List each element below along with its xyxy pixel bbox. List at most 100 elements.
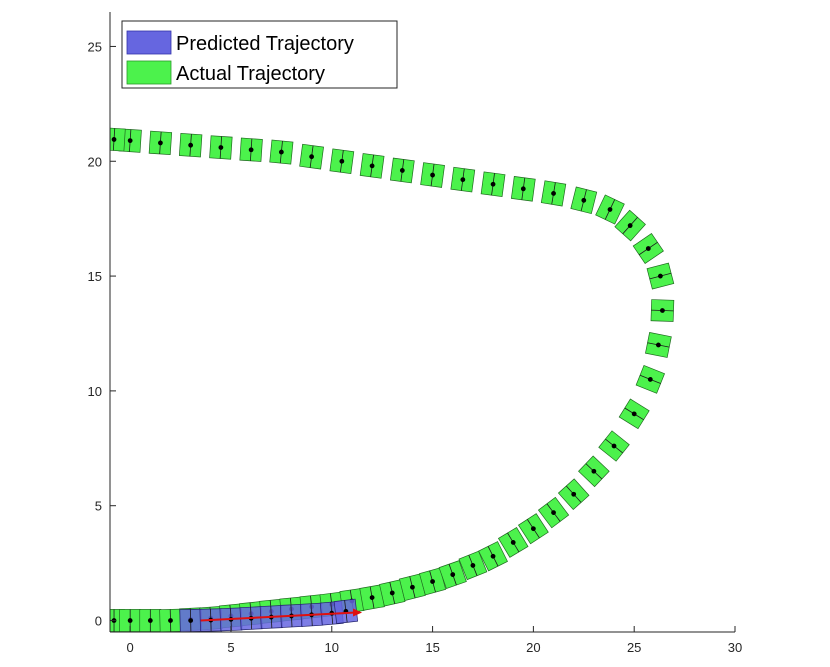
trajectory-tile [389, 157, 415, 184]
trajectory-tile [329, 148, 355, 175]
trajectory-tile [159, 608, 182, 632]
trajectory-tile [269, 139, 294, 165]
data-point [430, 172, 435, 178]
legend-label-predicted: Predicted Trajectory [176, 33, 354, 55]
trajectory-tile [359, 153, 385, 179]
trajectory-tile [632, 233, 664, 264]
data-point [490, 181, 496, 187]
trajectory-tile [209, 135, 233, 160]
trajectory-tile [450, 166, 476, 193]
legend-swatch-predicted [126, 30, 172, 55]
trajectory-tile [578, 455, 610, 488]
data-point [551, 510, 556, 515]
x-tick-label: 10 [325, 640, 339, 655]
legend: Predicted Trajectory Actual Trajectory [121, 20, 398, 89]
data-point [627, 223, 633, 228]
x-tick-label: 25 [627, 640, 641, 655]
trajectory-tile [517, 513, 549, 545]
trajectory-tile [614, 209, 646, 242]
data-point [389, 590, 395, 596]
trajectory-tile [618, 398, 650, 430]
data-point [470, 563, 476, 568]
data-point [510, 540, 516, 545]
data-point [571, 491, 577, 497]
trajectory-tile [379, 579, 406, 607]
data-point [188, 142, 194, 148]
y-tick-label: 5 [95, 499, 102, 514]
trajectory-tile [510, 176, 536, 202]
trajectory-tile [139, 609, 162, 632]
data-point [158, 140, 163, 146]
trajectory-tile [540, 180, 567, 207]
trajectory-tile [645, 331, 672, 358]
data-point [430, 579, 435, 584]
trajectory-tile [419, 567, 447, 596]
trajectory-tile [148, 130, 173, 156]
trajectory-tile [598, 430, 630, 462]
trajectory-tile [557, 478, 590, 511]
data-point [339, 158, 345, 164]
trajectory-tile [119, 609, 142, 632]
x-tick-label: 30 [728, 640, 742, 655]
series-actual-trajectory [110, 127, 675, 632]
direction-arrow-shaft [200, 611, 357, 622]
data-point [188, 618, 194, 623]
trajectory-tile [438, 560, 467, 590]
data-point [530, 526, 536, 532]
trajectory-tile [478, 541, 508, 572]
data-point [248, 147, 254, 153]
data-point [658, 273, 663, 279]
data-point [655, 342, 661, 348]
trajectory-tile [110, 127, 126, 152]
legend-swatch-actual [126, 60, 172, 85]
data-point [218, 145, 224, 150]
y-tick-label: 20 [88, 154, 102, 169]
data-point [611, 443, 617, 449]
trajectory-tile [420, 162, 445, 188]
trajectory-tile [537, 496, 570, 529]
y-tick-label: 10 [88, 384, 102, 399]
data-point [168, 618, 173, 623]
trajectory-tile [646, 262, 675, 290]
data-point [591, 468, 597, 474]
trajectory-tile [178, 133, 203, 158]
y-tick-label: 15 [88, 269, 102, 284]
data-point [607, 207, 613, 212]
x-tick-label: 0 [127, 640, 134, 655]
trajectory-tile [239, 137, 263, 162]
data-point [369, 163, 375, 169]
data-point [369, 595, 375, 600]
data-point [410, 584, 415, 590]
data-point [460, 177, 466, 183]
data-point [309, 154, 315, 160]
trajectory-tile [179, 608, 202, 632]
data-point [660, 308, 665, 313]
plot-area [110, 127, 675, 632]
trajectory-tile [497, 527, 529, 558]
x-tick-label: 5 [227, 640, 234, 655]
direction-arrow-head [353, 608, 363, 617]
data-point [278, 149, 284, 155]
trajectory-tile [650, 299, 675, 322]
trajectory-tile [480, 171, 506, 198]
trajectory-tile [595, 194, 625, 225]
data-point [147, 618, 153, 623]
data-point [450, 572, 456, 577]
data-point [551, 191, 556, 196]
trajectory-tile [299, 143, 324, 170]
data-point [645, 246, 651, 251]
axes: 0 5 10 15 20 25 30 0 5 10 15 20 25 [88, 12, 742, 655]
data-point [127, 618, 133, 623]
trajectory-tile [399, 573, 426, 601]
y-tick-label: 25 [88, 39, 102, 54]
legend-label-actual: Actual Trajectory [176, 63, 325, 85]
trajectory-tile [458, 550, 488, 581]
data-point [490, 553, 496, 559]
data-point [647, 377, 653, 382]
x-tick-label: 15 [425, 640, 439, 655]
data-point [127, 138, 133, 143]
data-point [581, 197, 587, 203]
trajectory-tile [570, 186, 598, 215]
trajectory-tile [635, 365, 666, 394]
